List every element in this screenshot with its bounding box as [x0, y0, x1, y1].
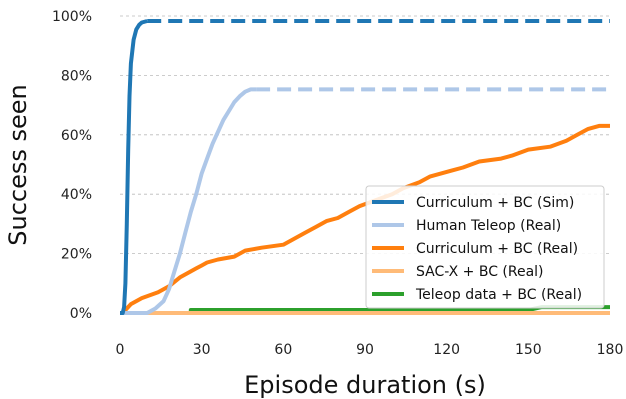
x-tick-label: 90 [356, 342, 374, 358]
legend-label: Human Teleop (Real) [416, 218, 561, 234]
y-tick-label: 40% [61, 187, 92, 203]
y-tick-label: 0% [70, 306, 92, 322]
legend-label: Curriculum + BC (Sim) [416, 195, 574, 211]
x-tick-label: 60 [274, 342, 292, 358]
x-tick-label: 180 [597, 342, 624, 358]
legend-label: SAC-X + BC (Real) [416, 264, 544, 280]
series-1 [120, 19, 610, 315]
x-tick-label: 0 [116, 342, 125, 358]
y-tick-label: 100% [52, 9, 92, 25]
y-tick-label: 60% [61, 128, 92, 144]
legend-label: Curriculum + BC (Real) [416, 241, 578, 257]
series-line [120, 87, 257, 315]
series-3 [120, 123, 610, 315]
series-2 [120, 87, 610, 315]
legend: Curriculum + BC (Sim) Human Teleop (Real)… [365, 185, 605, 309]
x-tick-label: 120 [433, 342, 460, 358]
x-tick-label: 150 [515, 342, 542, 358]
y-tick-label: 80% [61, 68, 92, 84]
series-layer [120, 19, 610, 315]
series-line [120, 19, 148, 315]
legend-frame [365, 185, 605, 309]
y-tick-label: 20% [61, 247, 92, 263]
y-tick-labels: 0% 20% 40% 60% 80% 100% [52, 9, 92, 322]
y-axis-title: Success seen [4, 84, 32, 245]
x-tick-label: 30 [193, 342, 211, 358]
series-line [120, 123, 610, 315]
legend-label: Teleop data + BC (Real) [415, 287, 582, 303]
x-tick-labels: 0 30 60 90 120 150 180 [116, 342, 624, 358]
x-axis-title: Episode duration (s) [244, 371, 486, 399]
